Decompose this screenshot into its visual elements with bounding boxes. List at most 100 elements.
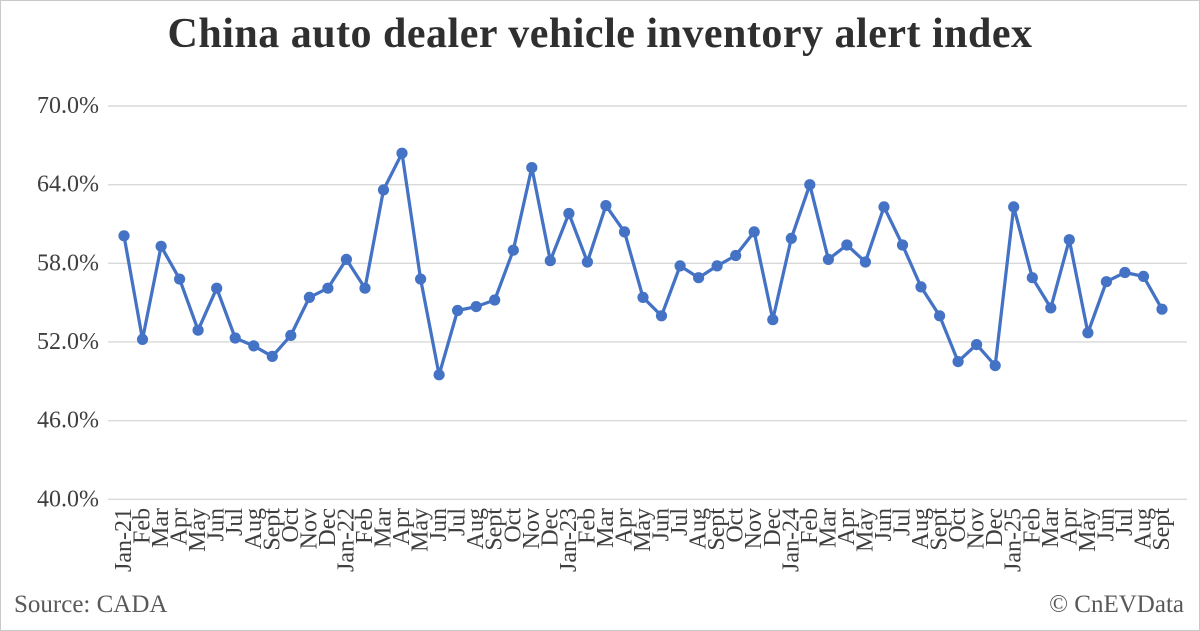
x-tick-label: Sept <box>482 508 508 551</box>
x-tick-label: Apr <box>389 508 415 545</box>
data-point <box>934 310 946 322</box>
data-point <box>730 249 742 262</box>
x-tick-label: Jun <box>426 508 452 541</box>
data-point <box>1156 303 1168 315</box>
y-tick-label: 70.0% <box>37 93 99 119</box>
data-point <box>785 232 797 244</box>
source-label: Source: CADA <box>14 591 168 618</box>
data-point <box>192 324 204 336</box>
data-point <box>581 256 594 268</box>
data-point <box>174 273 186 285</box>
x-tick-label: Sept <box>927 508 953 551</box>
x-tick-label: Feb <box>574 508 600 544</box>
data-point <box>971 339 983 351</box>
data-point <box>155 240 167 252</box>
x-tick-label: Nov <box>296 508 322 549</box>
data-point <box>841 239 853 251</box>
data-point <box>767 314 779 326</box>
x-tick-label: Feb <box>1019 508 1045 544</box>
data-point <box>618 226 631 238</box>
data-point <box>896 239 909 251</box>
data-point <box>489 294 501 306</box>
data-point <box>674 260 686 272</box>
data-point <box>285 329 297 341</box>
x-tick-label: Jan-21 <box>111 508 137 572</box>
data-point <box>415 273 427 285</box>
data-point <box>211 282 223 294</box>
data-point <box>1137 270 1150 282</box>
x-tick-label: Apr <box>1056 508 1082 545</box>
x-tick-label: Jul <box>222 508 248 536</box>
data-point <box>804 179 816 191</box>
x-tick-label: Jun <box>1093 508 1119 541</box>
data-point <box>248 340 260 352</box>
x-tick-label: Oct <box>500 508 526 543</box>
x-tick-label: Jul <box>445 508 471 536</box>
x-tick-label: Mar <box>593 508 619 548</box>
x-tick-label: Jan-25 <box>1001 508 1027 572</box>
data-point <box>340 253 352 265</box>
data-point <box>859 256 872 268</box>
x-tick-label: Jun <box>871 508 897 541</box>
x-tick-label: Jul <box>1112 508 1138 536</box>
data-point <box>1008 201 1020 213</box>
data-point <box>1063 234 1075 246</box>
data-point <box>693 272 705 284</box>
y-tick-label: 64.0% <box>37 172 99 198</box>
data-point <box>377 184 390 196</box>
data-point <box>989 360 1001 372</box>
x-tick-label: May <box>1075 508 1101 552</box>
x-tick-label: Feb <box>130 508 156 544</box>
y-tick-label: 58.0% <box>37 250 99 276</box>
data-point <box>1082 327 1094 339</box>
x-tick-label: Jul <box>890 508 916 536</box>
x-tick-label: Mar <box>1038 508 1064 548</box>
x-tick-label: Apr <box>834 508 860 545</box>
data-point <box>229 332 241 344</box>
x-tick-label: Aug <box>686 508 712 549</box>
data-point <box>322 282 334 294</box>
data-point <box>433 369 445 381</box>
x-tick-label: May <box>185 508 211 552</box>
data-point <box>711 260 723 272</box>
x-tick-label: Mar <box>371 508 397 548</box>
data-point <box>266 350 278 362</box>
x-tick-label: Oct <box>278 508 304 543</box>
x-tick-label: Oct <box>945 508 971 543</box>
x-tick-label: Apr <box>611 508 637 545</box>
data-point <box>1119 266 1131 279</box>
data-point <box>637 291 649 303</box>
data-point <box>359 282 371 294</box>
data-point <box>1045 302 1057 314</box>
data-point <box>507 244 519 256</box>
chart-title: China auto dealer vehicle inventory aler… <box>167 11 1033 57</box>
x-tick-label: Feb <box>797 508 823 544</box>
data-point <box>1100 276 1112 288</box>
data-point <box>748 226 760 238</box>
data-point <box>136 333 149 345</box>
x-tick-label: Jul <box>667 508 693 536</box>
x-tick-label: Oct <box>723 508 749 543</box>
data-point <box>822 253 835 265</box>
x-tick-label: Aug <box>908 508 934 549</box>
x-tick-label: Dec <box>982 508 1008 547</box>
data-point <box>303 291 315 303</box>
data-point <box>470 301 482 313</box>
data-point <box>878 201 890 213</box>
x-tick-label: Jan-24 <box>778 508 804 572</box>
data-point <box>915 281 927 293</box>
data-point <box>526 162 538 174</box>
data-point <box>952 356 964 368</box>
x-tick-label: Mar <box>815 508 841 548</box>
x-tick-label: Dec <box>537 508 563 547</box>
x-tick-label: Jun <box>649 508 675 541</box>
x-tick-label: May <box>852 508 878 552</box>
data-point <box>544 255 556 267</box>
data-point <box>563 207 575 220</box>
data-point <box>118 230 130 242</box>
x-tick-label: Jan-22 <box>333 508 359 572</box>
x-tick-label: Dec <box>315 508 341 547</box>
x-tick-label: Nov <box>741 508 767 549</box>
x-tick-label: Aug <box>241 508 267 549</box>
y-tick-label: 40.0% <box>37 486 99 512</box>
